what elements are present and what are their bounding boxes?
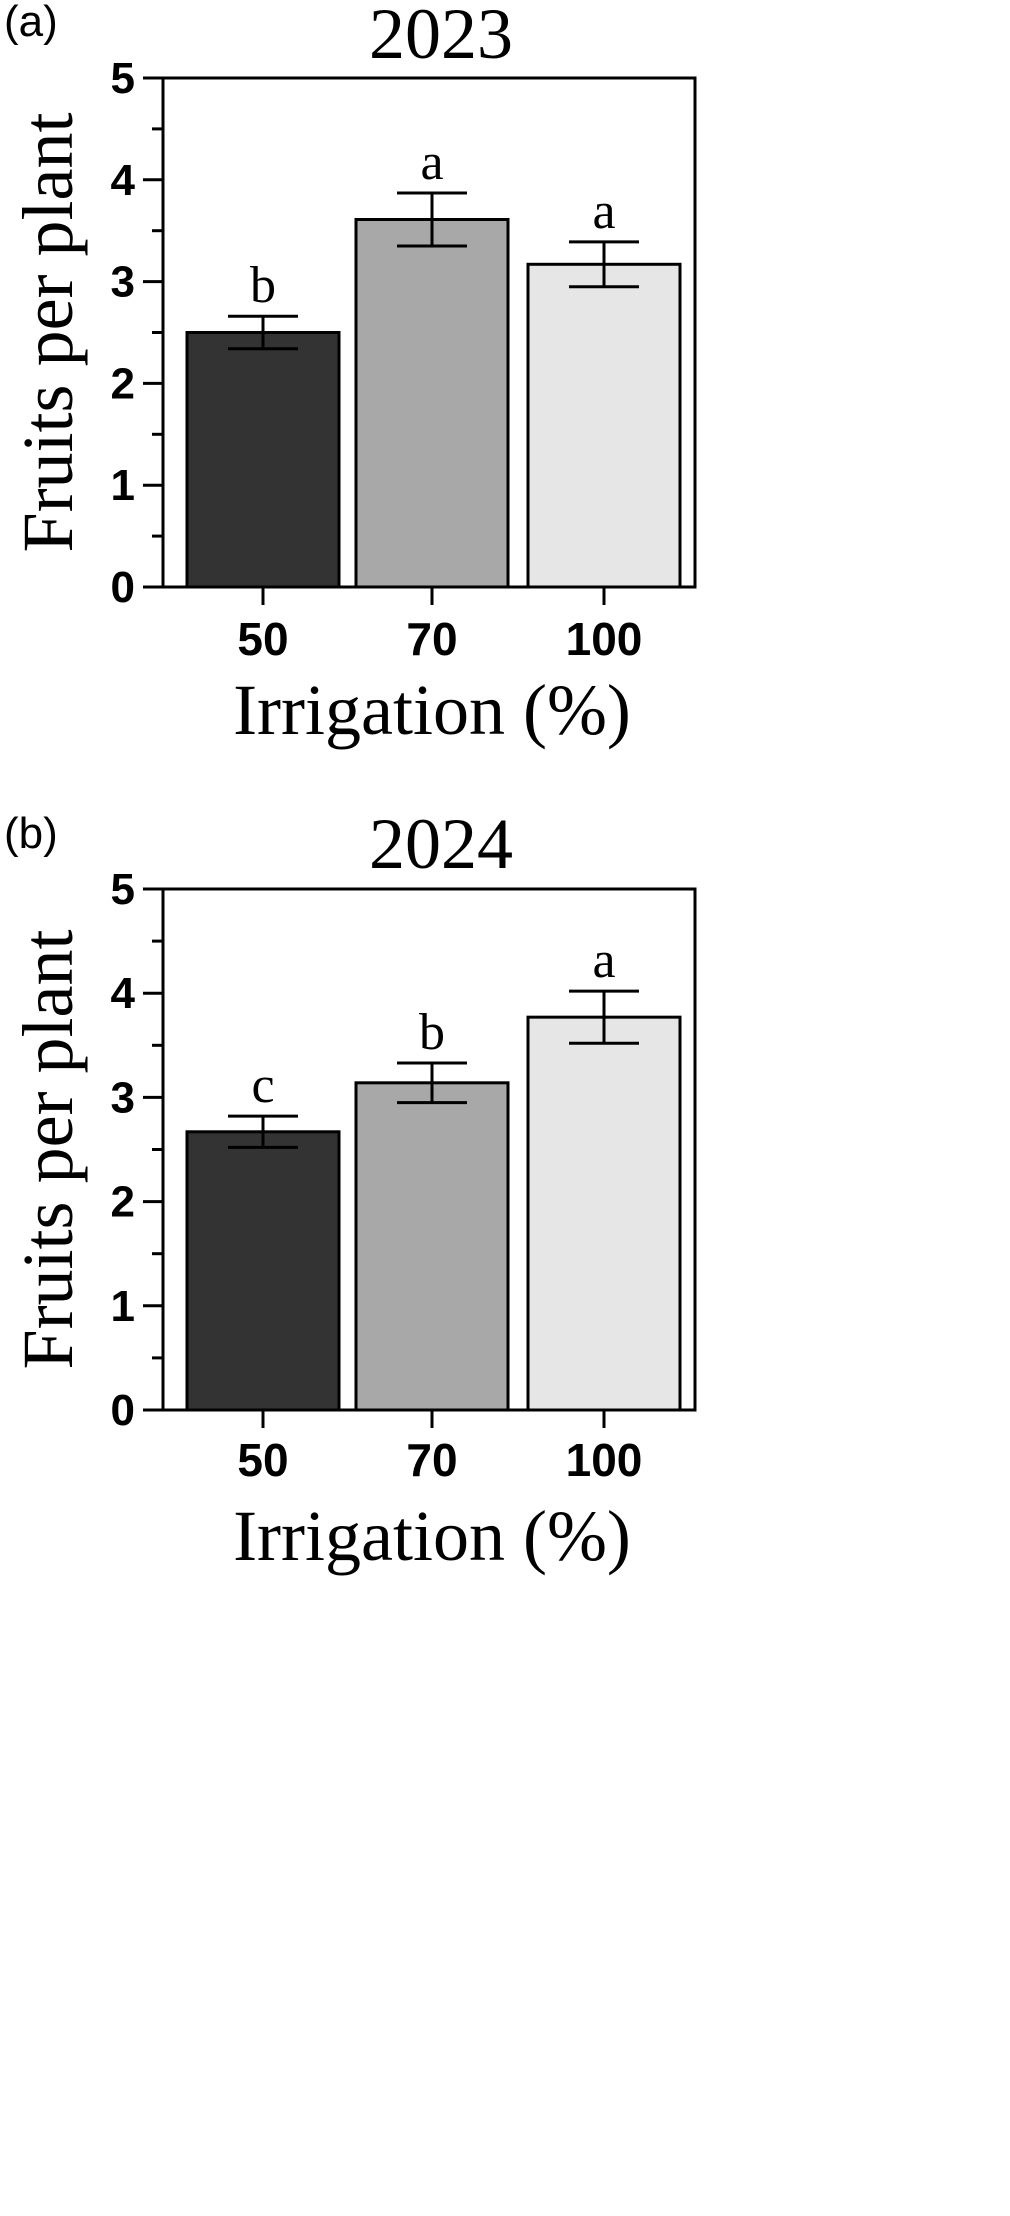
y-tick-label: 3 bbox=[111, 258, 135, 307]
error-bar-70 bbox=[397, 191, 467, 248]
y-tick-label: 4 bbox=[111, 969, 136, 1018]
error-bar-100 bbox=[569, 989, 639, 1045]
bar-100 bbox=[526, 262, 682, 589]
y-tick-label: 3 bbox=[111, 1073, 135, 1122]
y-tick-label: 1 bbox=[111, 461, 135, 510]
chart-title: 2024 bbox=[369, 804, 513, 884]
panel-label: (a) bbox=[4, 0, 58, 46]
significance-label-70: b bbox=[419, 1004, 445, 1061]
error-bar-70 bbox=[397, 1061, 467, 1105]
y-axis-label: Fruits per plant bbox=[8, 113, 88, 553]
bar-50 bbox=[185, 331, 341, 589]
y-tick-label: 1 bbox=[111, 1282, 135, 1331]
significance-label-100: a bbox=[592, 183, 615, 240]
error-bar-50 bbox=[228, 1114, 298, 1149]
bar-100 bbox=[526, 1015, 682, 1412]
y-axis-label: Fruits per plant bbox=[8, 930, 88, 1370]
y-tick-label: 5 bbox=[111, 865, 135, 914]
y-tick-label: 4 bbox=[111, 156, 136, 205]
y-tick-label: 0 bbox=[111, 1386, 135, 1435]
chart-panel-b: (b) 2024 c b a 0 1 2 3 4 5 50 70 100 Irrigation (%) Fru… bbox=[4, 804, 697, 1576]
x-axis-label: Irrigation (%) bbox=[233, 1496, 631, 1576]
significance-label-100: a bbox=[592, 932, 615, 989]
x-axis-label: Irrigation (%) bbox=[233, 670, 631, 750]
x-tick-label: 50 bbox=[237, 613, 288, 665]
y-tick-label: 0 bbox=[111, 563, 135, 612]
panel-label: (b) bbox=[4, 809, 58, 858]
error-bar-100 bbox=[569, 240, 639, 289]
significance-label-70: a bbox=[420, 134, 443, 191]
bar-50 bbox=[185, 1130, 341, 1412]
x-tick-label: 100 bbox=[566, 613, 643, 665]
significance-label-50: b bbox=[250, 257, 276, 314]
x-tick-label: 100 bbox=[566, 1434, 643, 1486]
error-bar-50 bbox=[228, 314, 298, 351]
y-tick-label: 5 bbox=[111, 54, 135, 103]
x-tick-label: 50 bbox=[237, 1434, 288, 1486]
chart-title: 2023 bbox=[369, 0, 513, 74]
y-tick-label: 2 bbox=[111, 359, 135, 408]
x-tick-label: 70 bbox=[406, 1434, 457, 1486]
bar-70 bbox=[354, 1081, 510, 1412]
significance-label-50: c bbox=[251, 1057, 274, 1114]
x-tick-label: 70 bbox=[406, 613, 457, 665]
bar-70 bbox=[354, 218, 510, 589]
y-tick-label: 2 bbox=[111, 1178, 135, 1227]
